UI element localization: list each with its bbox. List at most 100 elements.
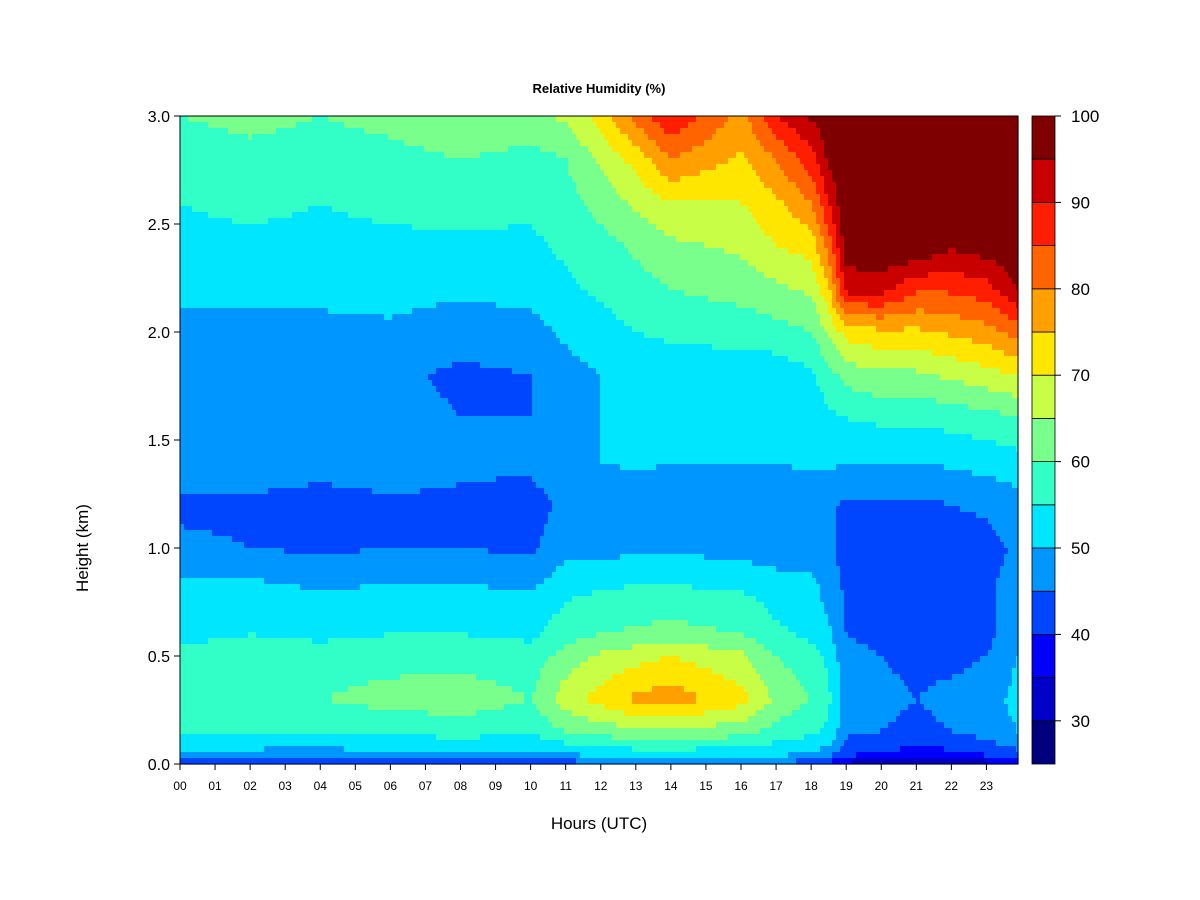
heatmap-cell: [316, 668, 321, 675]
heatmap-cell: [256, 644, 261, 651]
heatmap-cell: [232, 398, 237, 405]
heatmap-cell: [308, 728, 313, 735]
heatmap-cell: [276, 230, 281, 237]
heatmap-cell: [304, 746, 309, 753]
heatmap-cell: [200, 596, 205, 603]
heatmap-cell: [288, 542, 293, 549]
heatmap-cell: [260, 200, 265, 207]
heatmap-cell: [208, 728, 213, 735]
heatmap-cell: [352, 626, 357, 633]
heatmap-cell: [260, 716, 265, 723]
heatmap-cell: [248, 572, 253, 579]
heatmap-cell: [224, 710, 229, 717]
heatmap-cell: [220, 530, 225, 537]
heatmap-cell: [204, 254, 209, 261]
heatmap-cell: [264, 146, 269, 153]
heatmap-cell: [352, 380, 357, 387]
heatmap-cell: [260, 302, 265, 309]
heatmap-cell: [308, 422, 313, 429]
heatmap-cell: [268, 596, 273, 603]
heatmap-cell: [336, 584, 341, 591]
heatmap-cell: [280, 734, 285, 741]
heatmap-cell: [264, 632, 269, 639]
heatmap-cell: [192, 722, 197, 729]
heatmap-cell: [240, 548, 245, 555]
heatmap-cell: [192, 194, 197, 201]
heatmap-cell: [272, 494, 277, 501]
heatmap-cell: [204, 338, 209, 345]
heatmap-cell: [348, 230, 353, 237]
heatmap-cell: [308, 560, 313, 567]
heatmap-cell: [252, 614, 257, 621]
heatmap-cell: [344, 458, 349, 465]
heatmap-cell: [212, 170, 217, 177]
heatmap-cell: [216, 380, 221, 387]
heatmap-cell: [200, 734, 205, 741]
heatmap-cell: [272, 536, 277, 543]
heatmap-cell: [276, 128, 281, 135]
heatmap-cell: [212, 314, 217, 321]
heatmap-cell: [256, 122, 261, 129]
heatmap-cell: [256, 626, 261, 633]
heatmap-cell: [248, 128, 253, 135]
heatmap-cell: [260, 170, 265, 177]
heatmap-cell: [332, 692, 337, 699]
heatmap-cell: [180, 752, 185, 759]
heatmap-cell: [324, 530, 329, 537]
heatmap-cell: [292, 278, 297, 285]
heatmap-cell: [236, 248, 241, 255]
heatmap-cell: [236, 512, 241, 519]
heatmap-cell: [356, 470, 361, 477]
heatmap-cell: [220, 524, 225, 531]
heatmap-cell: [228, 626, 233, 633]
heatmap-cell: [292, 710, 297, 717]
heatmap-cell: [208, 272, 213, 279]
heatmap-cell: [340, 566, 345, 573]
heatmap-cell: [212, 602, 217, 609]
heatmap-cell: [284, 632, 289, 639]
heatmap-cell: [356, 368, 361, 375]
heatmap-cell: [200, 686, 205, 693]
heatmap-cell: [200, 152, 205, 159]
heatmap-cell: [188, 344, 193, 351]
heatmap-cell: [364, 224, 369, 231]
heatmap-cell: [296, 620, 301, 627]
heatmap-cell: [216, 122, 221, 129]
heatmap-cell: [280, 458, 285, 465]
heatmap-cell: [352, 158, 357, 165]
heatmap-cell: [232, 176, 237, 183]
heatmap-cell: [232, 362, 237, 369]
heatmap-cell: [188, 596, 193, 603]
heatmap-cell: [252, 362, 257, 369]
heatmap-cell: [256, 752, 261, 759]
heatmap-cell: [180, 332, 185, 339]
heatmap-cell: [276, 734, 281, 741]
heatmap-cell: [212, 656, 217, 663]
heatmap-cell: [212, 302, 217, 309]
heatmap-cell: [224, 224, 229, 231]
heatmap-cell: [228, 554, 233, 561]
heatmap-cell: [204, 734, 209, 741]
heatmap-cell: [216, 512, 221, 519]
heatmap-cell: [252, 164, 257, 171]
heatmap-cell: [264, 122, 269, 129]
heatmap-cell: [180, 728, 185, 735]
heatmap-cell: [188, 230, 193, 237]
heatmap-cell: [316, 218, 321, 225]
heatmap-cell: [320, 128, 325, 135]
heatmap-cell: [304, 488, 309, 495]
heatmap-cell: [192, 458, 197, 465]
heatmap-cell: [324, 194, 329, 201]
heatmap-cell: [360, 296, 365, 303]
heatmap-cell: [288, 578, 293, 585]
heatmap-cell: [316, 560, 321, 567]
heatmap-cell: [280, 266, 285, 273]
heatmap-cell: [264, 404, 269, 411]
heatmap-cell: [316, 260, 321, 267]
heatmap-cell: [240, 590, 245, 597]
heatmap-cell: [344, 734, 349, 741]
heatmap-cell: [188, 194, 193, 201]
heatmap-cell: [336, 146, 341, 153]
heatmap-cell: [328, 296, 333, 303]
heatmap-cell: [312, 602, 317, 609]
